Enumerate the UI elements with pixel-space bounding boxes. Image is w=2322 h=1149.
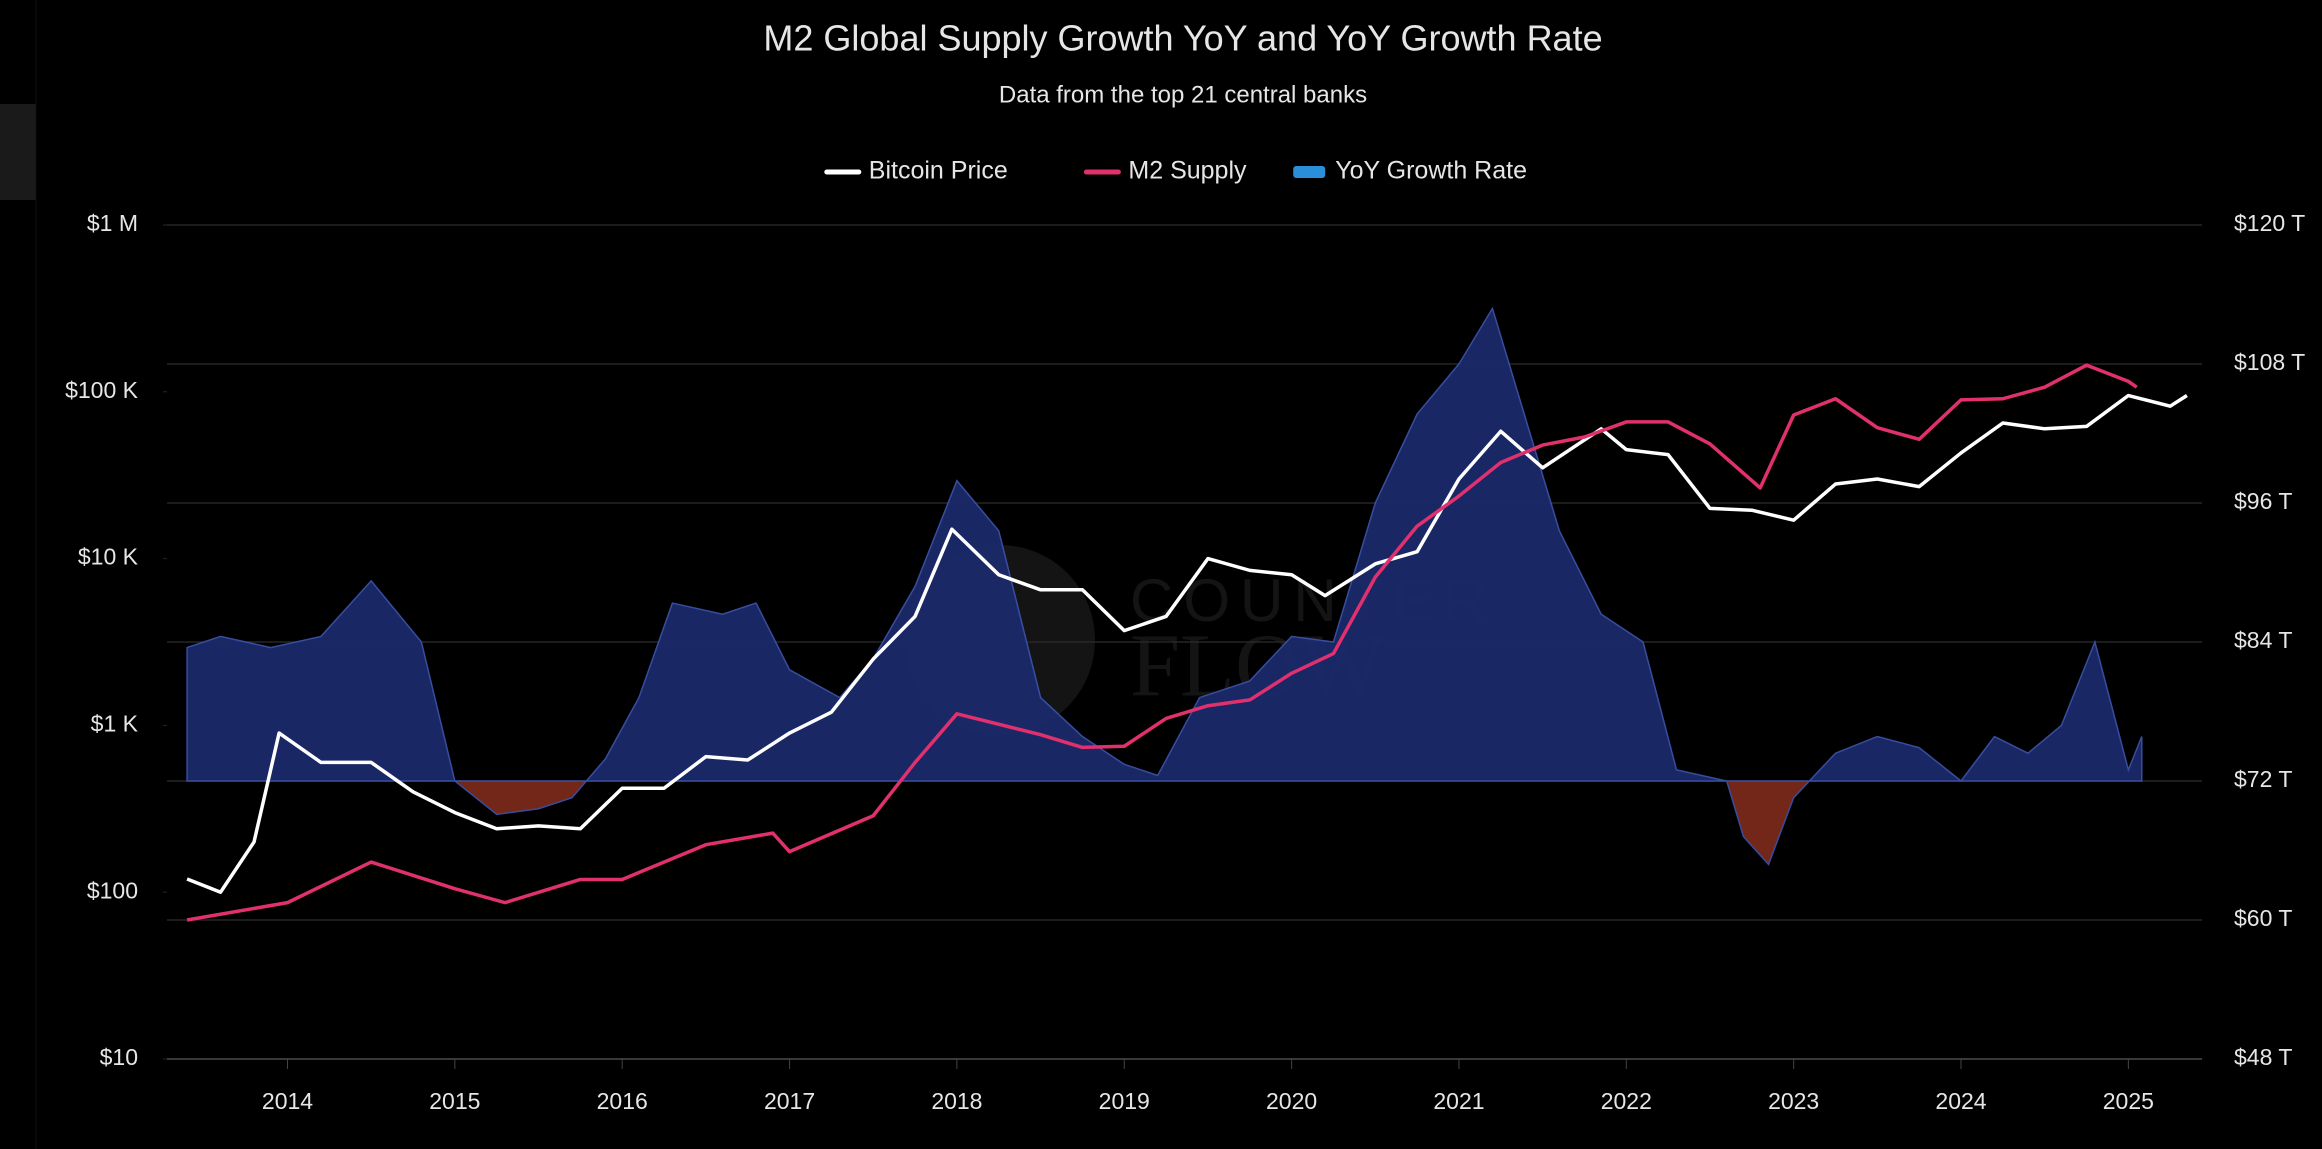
- legend-item[interactable]: YoY Growth Rate: [1293, 157, 1527, 185]
- chart-title: M2 Global Supply Growth YoY and YoY Grow…: [763, 18, 1602, 59]
- y2-tick-label: $60 T: [2234, 905, 2292, 931]
- x-tick-label: 2025: [2103, 1088, 2154, 1114]
- y-tick-label: $1 K: [91, 710, 139, 736]
- series-line: [186, 363, 2138, 922]
- x-tick-label: 2017: [764, 1088, 815, 1114]
- legend-label: M2 Supply: [1128, 157, 1247, 185]
- legend-swatch: [1293, 166, 1326, 178]
- x-tick-label: 2020: [1266, 1088, 1317, 1114]
- x-tick-label: 2019: [1099, 1088, 1150, 1114]
- y2-tick-label: $96 T: [2234, 488, 2292, 514]
- y-tick-label: $100: [87, 877, 138, 903]
- x-tick-label: 2015: [429, 1088, 480, 1114]
- x-tick-label: 2023: [1768, 1088, 1819, 1114]
- legend-label: Bitcoin Price: [869, 157, 1008, 185]
- y2-tick-label: $48 T: [2234, 1044, 2292, 1070]
- y-tick-label: $10: [100, 1044, 138, 1070]
- legend-label: YoY Growth Rate: [1335, 157, 1527, 185]
- series-line: [186, 393, 2188, 894]
- x-tick-label: 2018: [931, 1088, 982, 1114]
- legend-item[interactable]: Bitcoin Price: [824, 157, 1008, 185]
- x-tick-label: 2021: [1433, 1088, 1484, 1114]
- x-tick-label: 2016: [597, 1088, 648, 1114]
- y2-tick-label: $72 T: [2234, 766, 2292, 792]
- y2-tick-label: $84 T: [2234, 627, 2292, 653]
- x-tick-label: 2024: [1935, 1088, 1986, 1114]
- x-tick-label: 2014: [262, 1088, 313, 1114]
- legend-item[interactable]: M2 Supply: [1083, 157, 1247, 185]
- chart-subtitle: Data from the top 21 central banks: [999, 81, 1367, 108]
- y2-tick-label: $120 T: [2234, 210, 2305, 236]
- y-tick-label: $1 M: [87, 210, 138, 236]
- yoy-area: [186, 306, 2143, 866]
- sidebar-block: [0, 104, 36, 200]
- y-tick-label: $100 K: [65, 377, 139, 403]
- y2-tick-label: $108 T: [2234, 349, 2305, 375]
- x-tick-label: 2022: [1601, 1088, 1652, 1114]
- y-tick-label: $10 K: [78, 544, 139, 570]
